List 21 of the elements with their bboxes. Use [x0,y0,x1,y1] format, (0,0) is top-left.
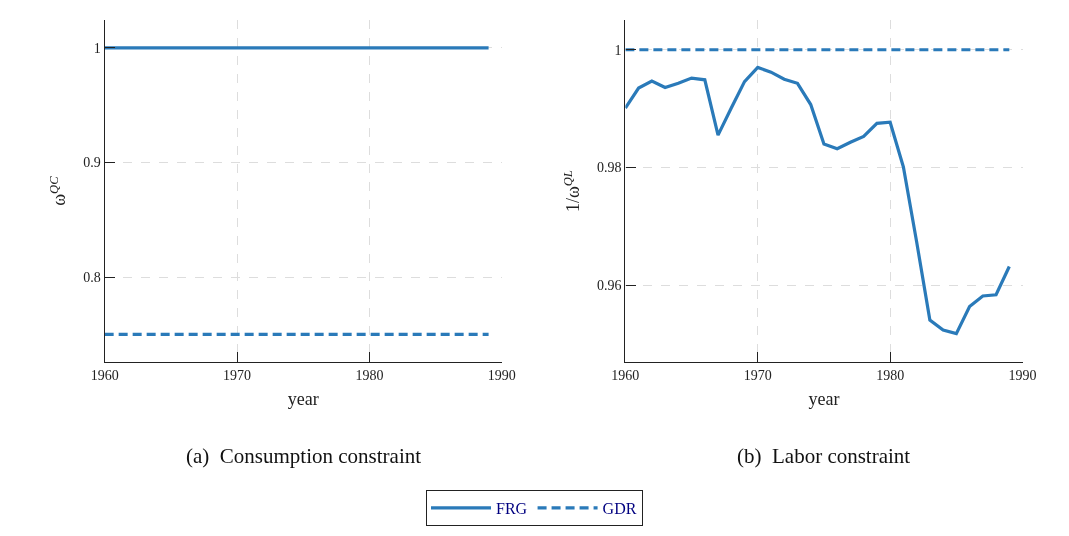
x-tick-label: 1970 [223,367,252,383]
x-axis-title: year [808,388,840,409]
x-tick-label: 1990 [1008,367,1037,383]
x-axis-title: year [287,388,319,409]
y-tick-label: 0.9 [83,155,101,171]
text: (a) Consumption constraint [186,444,422,468]
y-tick-label: 0.96 [596,278,622,294]
y-tick-label: 0.98 [596,160,622,176]
x-tick-label: 1980 [355,367,384,383]
text: (b) Labor constraint [737,444,911,468]
y-tick-label: 1 [614,42,622,58]
line-series [625,65,1011,336]
y-tick-label: 1 [93,40,101,56]
x-tick-label: 1960 [90,367,119,383]
legend-label: GDR [602,500,637,518]
x-tick-label: 1990 [487,367,516,383]
legend-label: FRG [496,500,528,518]
x-tick-label: 1960 [611,367,640,383]
y-tick-label: 0.8 [83,269,101,285]
x-tick-label: 1970 [743,367,772,383]
x-tick-label: 1980 [876,367,905,383]
